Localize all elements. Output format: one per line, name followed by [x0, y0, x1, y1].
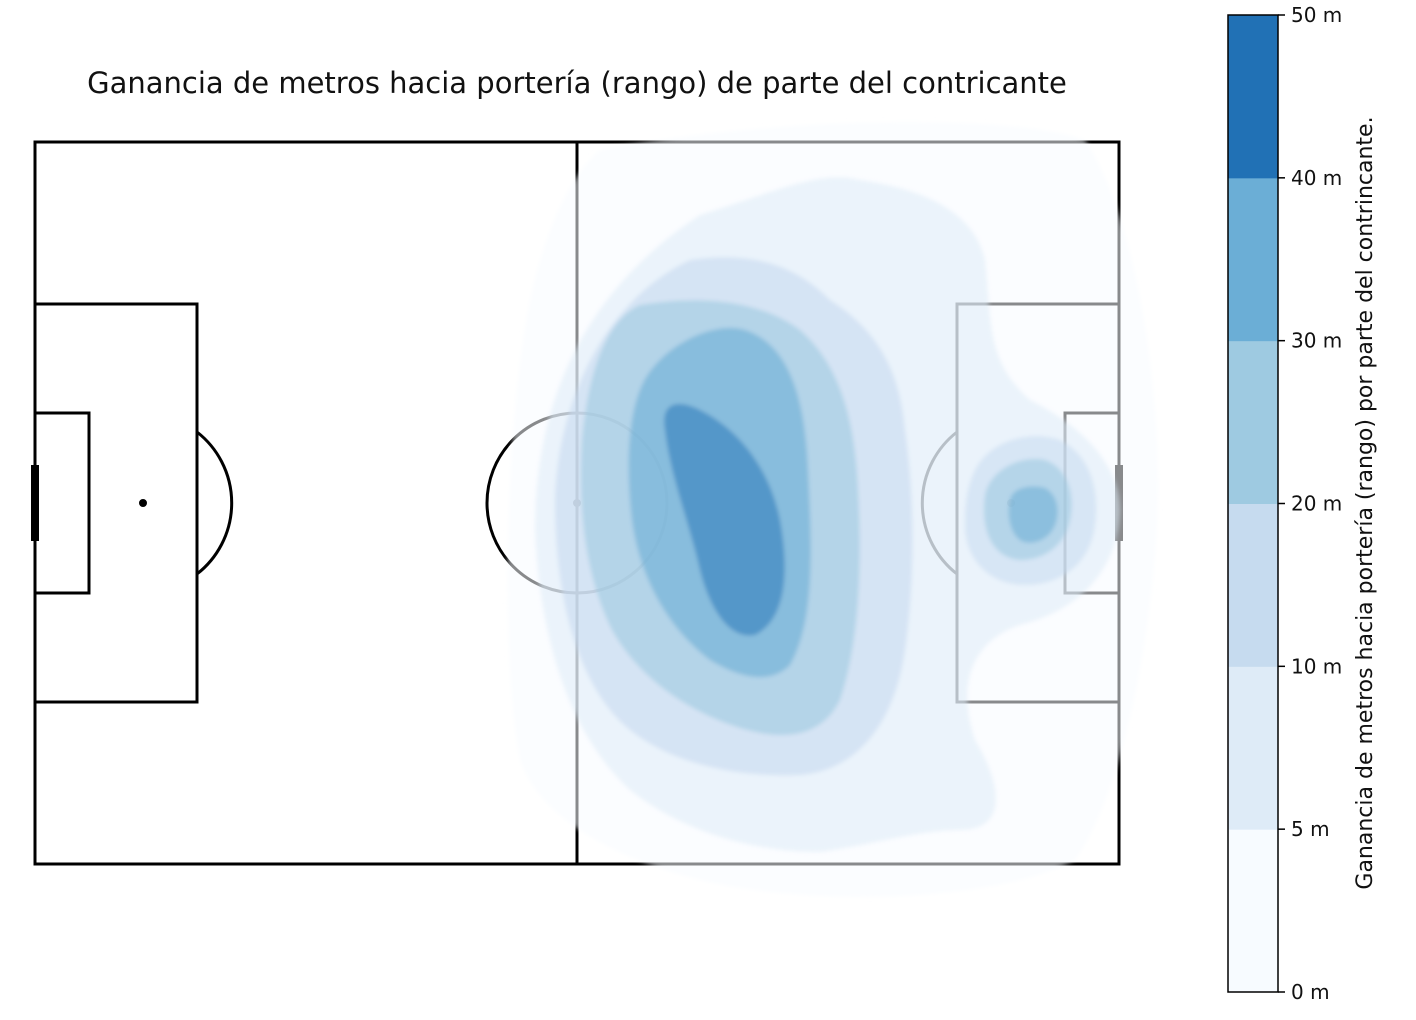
- colorbar-tick-label: 30 m: [1291, 329, 1342, 353]
- left-penalty-spot: [139, 499, 147, 507]
- right-cluster-level-3: [1008, 486, 1058, 543]
- colorbar-tick-label: 0 m: [1291, 980, 1330, 1004]
- colorbar-band: [1228, 503, 1278, 667]
- colorbar-band: [1228, 829, 1278, 993]
- density-level-40-50: [664, 404, 785, 636]
- colorbar-tick-label: 10 m: [1291, 654, 1342, 678]
- colorbar-tick-label: 50 m: [1291, 3, 1342, 27]
- colorbar-band: [1228, 340, 1278, 504]
- colorbar-band: [1228, 177, 1278, 342]
- colorbar-tick-label: 5 m: [1291, 817, 1330, 841]
- left-penalty-arc: [196, 430, 234, 576]
- left-penalty-area: [33, 302, 199, 704]
- colorbar-tick-label: 20 m: [1291, 492, 1342, 516]
- colorbar-tick-label: 40 m: [1291, 166, 1342, 190]
- colorbar-axis-label: Ganancia de metros hacia portería (rango…: [1353, 116, 1378, 889]
- left-goal-area: [33, 411, 91, 595]
- colorbar-band: [1228, 666, 1278, 830]
- colorbar: 0 m 5 m 10 m 20 m 30 m 40 m 50 m Ganancia de me…: [1227, 3, 1378, 1004]
- chart-title: Ganancia de metros hacia portería (rango…: [87, 66, 1067, 100]
- density-contours: [507, 122, 1159, 897]
- colorbar-band: [1228, 15, 1278, 179]
